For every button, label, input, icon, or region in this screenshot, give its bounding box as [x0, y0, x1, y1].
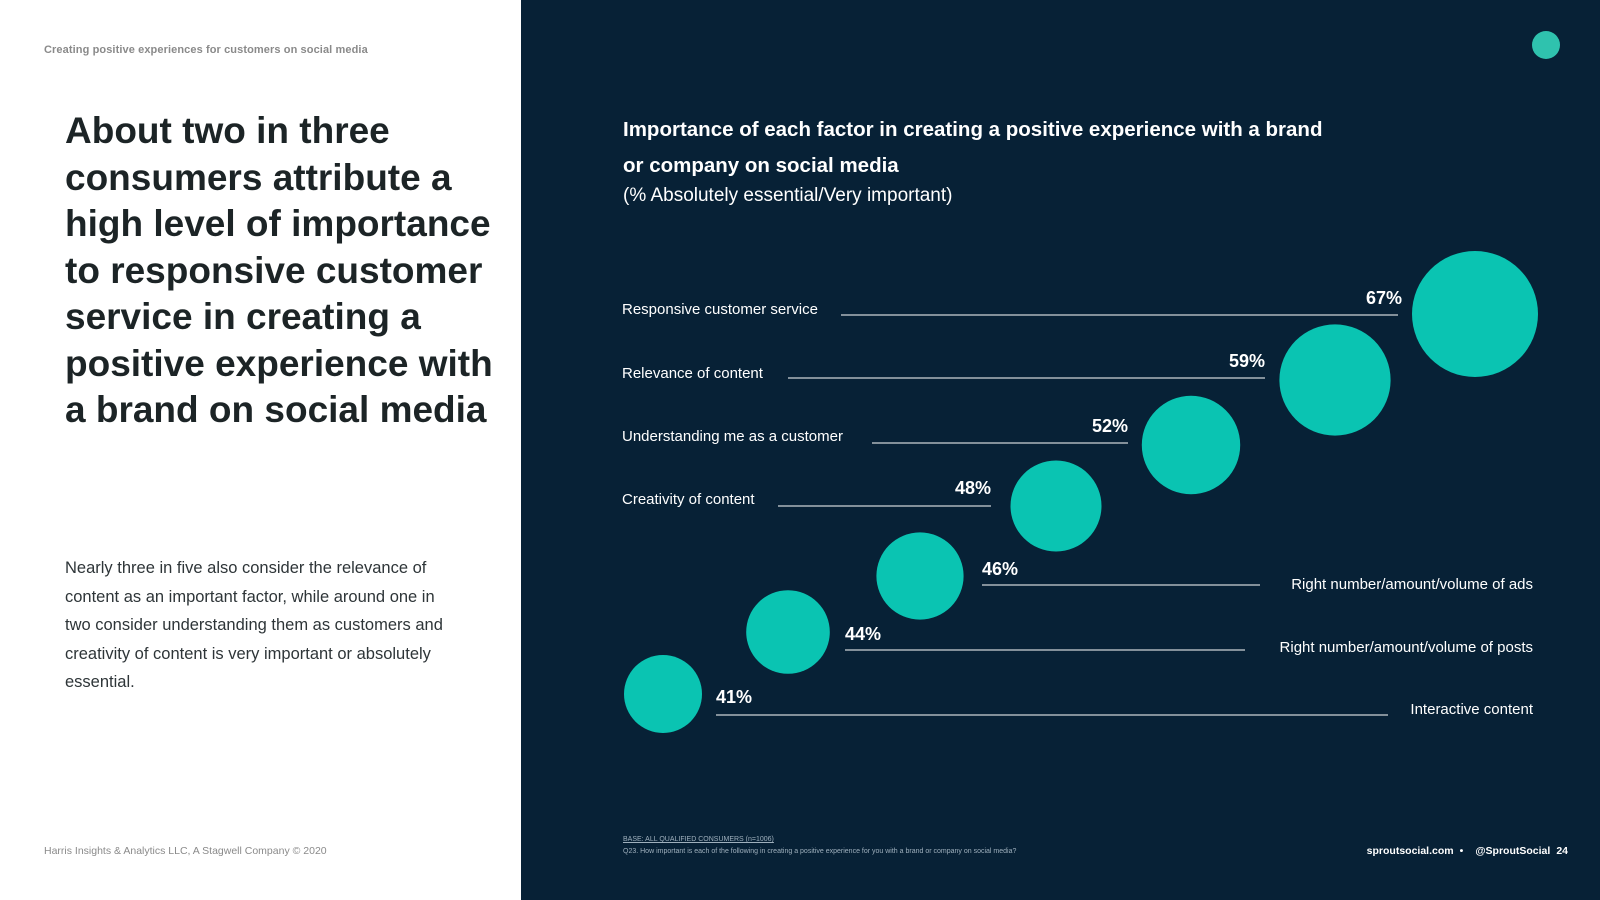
section-label: Creating positive experiences for custom…	[44, 44, 368, 56]
bubble-right-number-amount-volume-of-posts	[746, 590, 830, 674]
value-label-understanding-me-as-a-customer: 52%	[1092, 416, 1128, 436]
value-label-responsive-customer-service: 67%	[1366, 288, 1402, 308]
sprout-logo-icon	[1532, 31, 1560, 59]
category-label-relevance-of-content: Relevance of content	[622, 365, 764, 382]
footer-links: sproutsocial.com • @SproutSocial 24	[1361, 845, 1568, 857]
footer-separator: •	[1459, 845, 1464, 857]
chart-subtitle: (% Absolutely essential/Very important)	[623, 185, 953, 206]
category-label-right-number-amount-volume-of-ads: Right number/amount/volume of ads	[1291, 576, 1533, 593]
site-link[interactable]: sproutsocial.com	[1366, 845, 1454, 857]
copyright-text: Harris Insights & Analytics LLC, A Stagw…	[44, 845, 327, 857]
value-label-interactive-content: 41%	[716, 687, 752, 707]
base-note: BASE: ALL QUALIFIED CONSUMERS (n=1006)	[623, 836, 774, 843]
bubble-relevance-of-content	[1279, 324, 1391, 436]
handle-link[interactable]: @SproutSocial	[1475, 845, 1551, 857]
bubble-responsive-customer-service	[1412, 251, 1538, 377]
chart-title: Importance of each factor in creating a …	[623, 118, 1323, 177]
value-label-right-number-amount-volume-of-ads: 46%	[982, 559, 1018, 579]
value-label-relevance-of-content: 59%	[1229, 351, 1265, 371]
page-number: 24	[1556, 845, 1568, 857]
category-label-responsive-customer-service: Responsive customer service	[622, 301, 818, 318]
body-paragraph: Nearly three in five also consider the r…	[65, 559, 443, 691]
bubble-understanding-me-as-a-customer	[1141, 395, 1241, 495]
category-label-understanding-me-as-a-customer: Understanding me as a customer	[622, 428, 843, 445]
bubble-interactive-content	[624, 655, 702, 733]
value-label-right-number-amount-volume-of-posts: 44%	[845, 624, 881, 644]
left-panel	[0, 0, 521, 900]
category-label-interactive-content: Interactive content	[1410, 701, 1533, 718]
right-panel	[521, 0, 1600, 900]
bubble-creativity-of-content	[1010, 460, 1102, 552]
category-label-creativity-of-content: Creativity of content	[622, 491, 755, 508]
value-label-creativity-of-content: 48%	[955, 478, 991, 498]
category-label-right-number-amount-volume-of-posts: Right number/amount/volume of posts	[1280, 639, 1533, 656]
question-note: Q23. How important is each of the follow…	[623, 848, 1017, 855]
page-headline: About two in three consumers attribute a…	[65, 110, 493, 430]
bubble-right-number-amount-volume-of-ads	[876, 532, 964, 620]
